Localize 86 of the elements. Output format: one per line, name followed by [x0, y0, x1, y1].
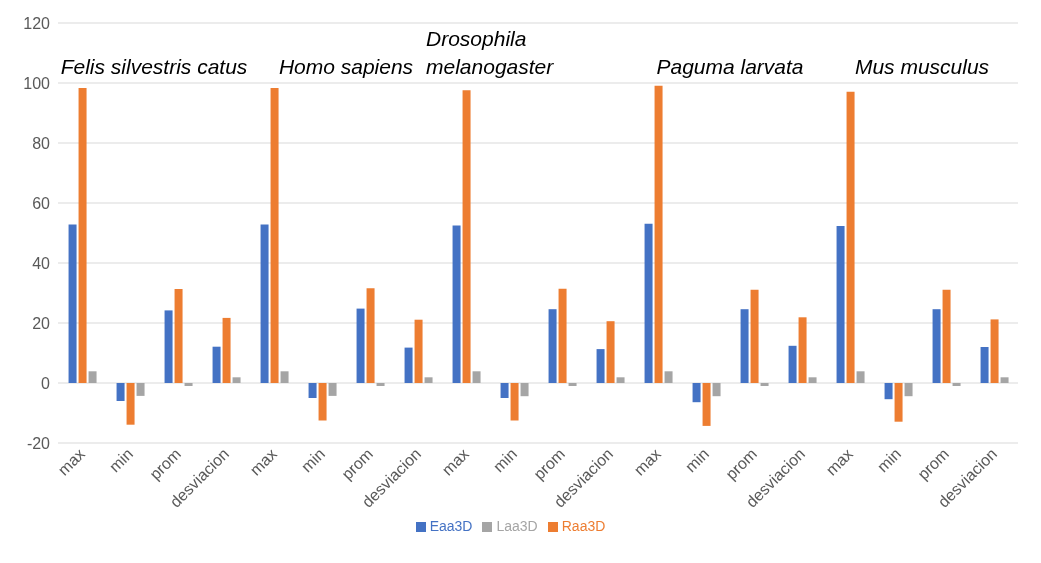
bar: [788, 345, 797, 383]
bar: [740, 309, 749, 383]
bar: [798, 317, 807, 383]
bar: [500, 383, 509, 398]
bar: [260, 224, 269, 383]
bar: [904, 383, 913, 397]
bar: [942, 289, 951, 383]
x-tick-label: min: [105, 445, 137, 476]
legend-label: Raa3D: [561, 518, 606, 534]
bar: [558, 288, 567, 383]
bar: [270, 88, 279, 383]
bar: [596, 349, 605, 383]
bar: [308, 383, 317, 398]
bar: [846, 91, 855, 383]
annotation: Drosophila melanogaster: [426, 25, 555, 81]
bar: [126, 383, 135, 425]
bar: [836, 226, 845, 383]
bar: [174, 289, 183, 383]
bar: [222, 317, 231, 383]
bar: [548, 309, 557, 383]
legend-label: Laa3D: [496, 518, 538, 534]
bar: [318, 383, 327, 421]
y-tick-label: 120: [23, 14, 51, 32]
x-tick-label: max: [630, 445, 665, 479]
bar: [88, 371, 97, 383]
annotation: Paguma larvata: [656, 54, 804, 81]
bar: [232, 377, 241, 383]
bar: [404, 347, 413, 383]
x-tick-label: max: [246, 445, 281, 479]
annotation: Mus musculus: [854, 54, 990, 81]
annotation: Homo sapiens: [278, 54, 414, 81]
bar: [78, 88, 87, 383]
bar: [1000, 377, 1009, 383]
x-tick-label: max: [54, 445, 89, 479]
bar: [894, 383, 903, 422]
y-tick-label: 0: [41, 374, 51, 392]
bar: [472, 371, 481, 383]
bar: [932, 309, 941, 383]
bar: [980, 347, 989, 383]
bar: [702, 383, 711, 426]
y-tick-label: 60: [32, 194, 51, 212]
bar: [760, 383, 769, 386]
bar: [606, 321, 615, 383]
bar: [356, 308, 365, 383]
bar: [328, 383, 337, 396]
bar: [510, 383, 519, 421]
x-tick-label: min: [681, 445, 713, 476]
y-tick-label: 100: [23, 74, 51, 92]
bar: [856, 371, 865, 383]
bar: [414, 319, 423, 383]
bar: [68, 224, 77, 383]
x-tick-label: max: [822, 445, 857, 479]
bar: [808, 377, 817, 383]
x-tick-label: min: [873, 445, 905, 476]
bar: [366, 288, 375, 383]
y-tick-label: 80: [32, 134, 51, 152]
bar: [376, 383, 385, 386]
x-tick-label: max: [438, 445, 473, 479]
y-tick-label: 40: [32, 254, 51, 272]
bar: [424, 377, 433, 383]
bar: [664, 371, 673, 383]
bar: [462, 90, 471, 383]
annotation: Felis silvestris catus: [60, 54, 248, 81]
bar: [990, 319, 999, 383]
bar: [712, 383, 721, 397]
bar: [692, 383, 701, 403]
x-tick-label: min: [297, 445, 329, 476]
bar: [520, 383, 529, 397]
bar: [280, 371, 289, 383]
bar: [136, 383, 145, 396]
bar: [884, 383, 893, 400]
y-tick-label: 20: [32, 314, 51, 332]
bar: [750, 289, 759, 383]
x-tick-label: min: [489, 445, 521, 476]
bar: [568, 383, 577, 386]
bar: [644, 223, 653, 383]
bar: [654, 85, 663, 383]
legend-label: Eaa3D: [429, 518, 473, 534]
y-tick-label: -20: [26, 434, 51, 452]
bar: [212, 346, 221, 383]
bar: [164, 310, 173, 383]
bar: [452, 225, 461, 383]
bar: [616, 377, 625, 383]
bar: [184, 383, 193, 386]
bar: [116, 383, 125, 401]
bar: [952, 383, 961, 386]
